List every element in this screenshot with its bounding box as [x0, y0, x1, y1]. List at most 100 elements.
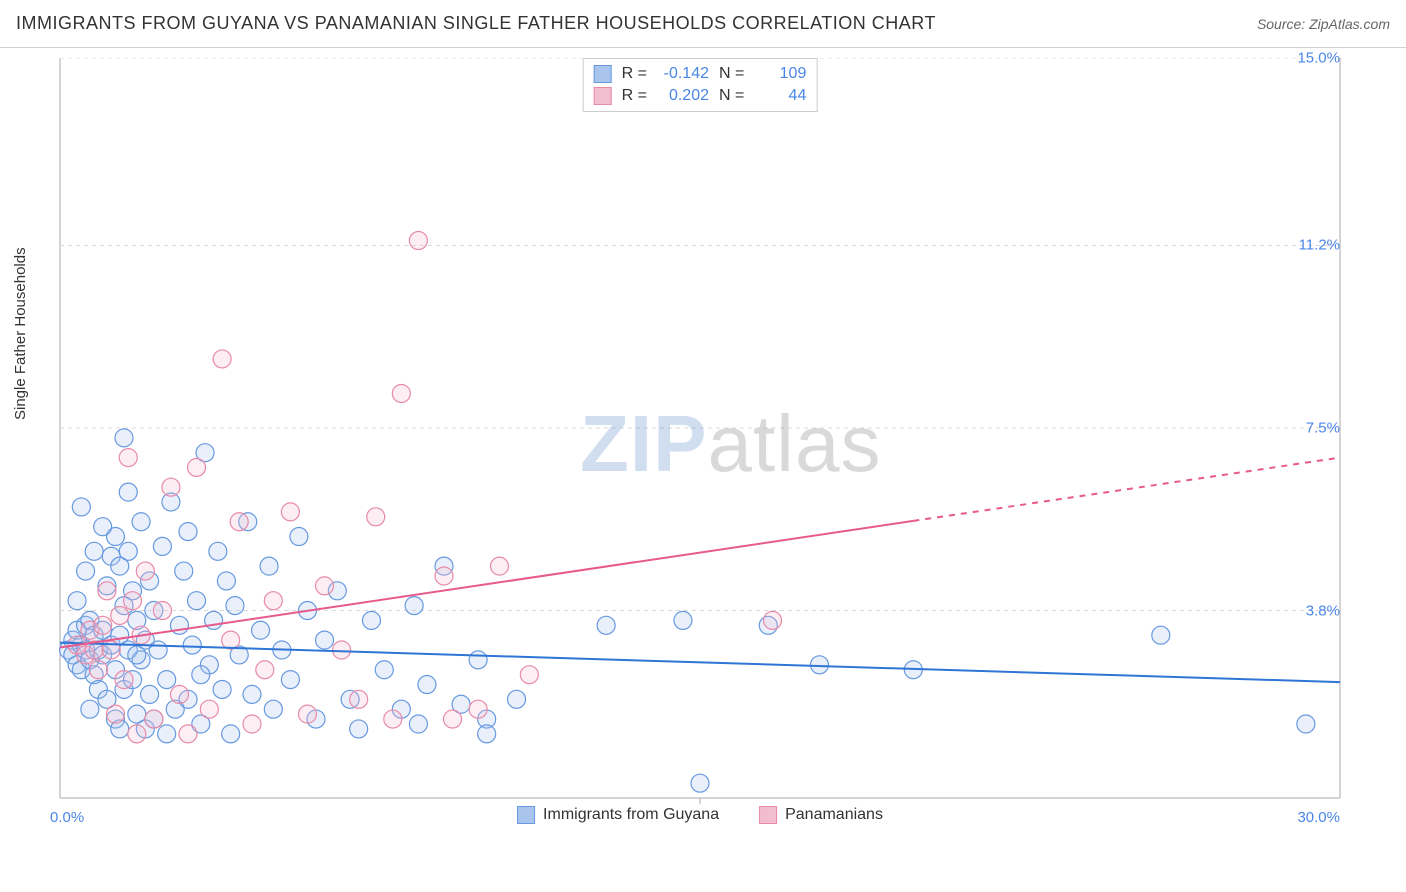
- data-point-guyana: [153, 537, 171, 555]
- scatter-plot: ZIPatlas R = -0.142 N = 109 R = 0.202 N …: [50, 58, 1350, 828]
- y-tick-label-0: 3.8%: [1306, 602, 1340, 619]
- data-point-guyana: [77, 562, 95, 580]
- data-point-guyana: [222, 725, 240, 743]
- data-point-guyana: [158, 725, 176, 743]
- data-point-guyana: [209, 542, 227, 560]
- data-point-guyana: [1152, 626, 1170, 644]
- data-point-panama: [200, 700, 218, 718]
- trend-line-guyana: [60, 643, 1340, 682]
- stat-N-label: N =: [719, 87, 744, 105]
- chart-title: IMMIGRANTS FROM GUYANA VS PANAMANIAN SIN…: [16, 13, 936, 34]
- data-point-guyana: [175, 562, 193, 580]
- data-point-guyana: [188, 592, 206, 610]
- data-point-guyana: [81, 700, 99, 718]
- stat-R-label: R =: [622, 87, 647, 105]
- data-point-panama: [111, 606, 129, 624]
- data-point-guyana: [375, 661, 393, 679]
- data-point-panama: [392, 384, 410, 402]
- bottom-legend: Immigrants from Guyana Panamanians: [517, 806, 883, 824]
- data-point-panama: [230, 513, 248, 531]
- data-point-guyana: [418, 676, 436, 694]
- data-point-panama: [490, 557, 508, 575]
- y-axis-label: Single Father Households: [12, 247, 29, 420]
- data-point-guyana: [205, 611, 223, 629]
- data-point-guyana: [350, 720, 368, 738]
- data-point-guyana: [597, 616, 615, 634]
- data-point-guyana: [281, 671, 299, 689]
- source-prefix: Source:: [1257, 16, 1309, 32]
- data-point-guyana: [290, 528, 308, 546]
- stat-N-panama: 44: [754, 87, 806, 105]
- data-point-panama: [153, 602, 171, 620]
- legend-swatch-panama: [759, 806, 777, 824]
- legend-item-guyana: Immigrants from Guyana: [517, 806, 719, 824]
- data-point-panama: [162, 478, 180, 496]
- source-attr: Source: ZipAtlas.com: [1257, 16, 1390, 32]
- data-point-guyana: [213, 680, 231, 698]
- stat-N-guyana: 109: [754, 65, 806, 83]
- data-point-guyana: [508, 690, 526, 708]
- data-point-panama: [89, 661, 107, 679]
- data-point-panama: [764, 611, 782, 629]
- data-point-guyana: [243, 685, 261, 703]
- data-point-panama: [367, 508, 385, 526]
- data-point-guyana: [183, 636, 201, 654]
- data-point-guyana: [260, 557, 278, 575]
- data-point-panama: [145, 710, 163, 728]
- legend-label-guyana: Immigrants from Guyana: [543, 806, 719, 824]
- data-point-guyana: [469, 651, 487, 669]
- data-point-guyana: [94, 518, 112, 536]
- data-point-guyana: [179, 523, 197, 541]
- data-point-panama: [469, 700, 487, 718]
- source-name: ZipAtlas.com: [1309, 16, 1390, 32]
- data-point-panama: [119, 449, 137, 467]
- stat-R-guyana: -0.142: [657, 65, 709, 83]
- data-point-panama: [444, 710, 462, 728]
- data-point-panama: [170, 685, 188, 703]
- data-point-panama: [316, 577, 334, 595]
- chart-svg: [50, 58, 1350, 828]
- legend-label-panama: Panamanians: [785, 806, 883, 824]
- data-point-panama: [350, 690, 368, 708]
- data-point-guyana: [316, 631, 334, 649]
- legend-swatch-guyana: [517, 806, 535, 824]
- data-point-guyana: [192, 666, 210, 684]
- data-point-panama: [213, 350, 231, 368]
- stat-R-label: R =: [622, 65, 647, 83]
- data-point-guyana: [405, 597, 423, 615]
- data-point-guyana: [810, 656, 828, 674]
- data-point-guyana: [115, 429, 133, 447]
- data-point-guyana: [362, 611, 380, 629]
- stat-N-label: N =: [719, 65, 744, 83]
- data-point-panama: [520, 666, 538, 684]
- data-point-panama: [188, 458, 206, 476]
- data-point-guyana: [132, 513, 150, 531]
- data-point-panama: [264, 592, 282, 610]
- data-point-guyana: [72, 498, 90, 516]
- data-point-guyana: [478, 725, 496, 743]
- data-point-panama: [435, 567, 453, 585]
- data-point-panama: [298, 705, 316, 723]
- y-tick-label-2: 11.2%: [1299, 237, 1340, 254]
- legend-item-panama: Panamanians: [759, 806, 883, 824]
- y-tick-label-1: 7.5%: [1306, 420, 1340, 437]
- data-point-panama: [333, 641, 351, 659]
- stat-legend-row-guyana: R = -0.142 N = 109: [594, 63, 807, 85]
- data-point-guyana: [264, 700, 282, 718]
- data-point-panama: [124, 592, 142, 610]
- data-point-panama: [222, 631, 240, 649]
- data-point-guyana: [226, 597, 244, 615]
- data-point-panama: [106, 705, 124, 723]
- data-point-panama: [94, 616, 112, 634]
- data-point-panama: [243, 715, 261, 733]
- data-point-guyana: [119, 483, 137, 501]
- stat-swatch-guyana: [594, 65, 612, 83]
- data-point-guyana: [128, 646, 146, 664]
- data-point-guyana: [141, 685, 159, 703]
- chart-header: IMMIGRANTS FROM GUYANA VS PANAMANIAN SIN…: [0, 0, 1406, 48]
- data-point-panama: [115, 671, 133, 689]
- data-point-guyana: [252, 621, 270, 639]
- data-point-panama: [98, 582, 116, 600]
- stat-swatch-panama: [594, 87, 612, 105]
- x-max-label: 30.0%: [1297, 809, 1340, 826]
